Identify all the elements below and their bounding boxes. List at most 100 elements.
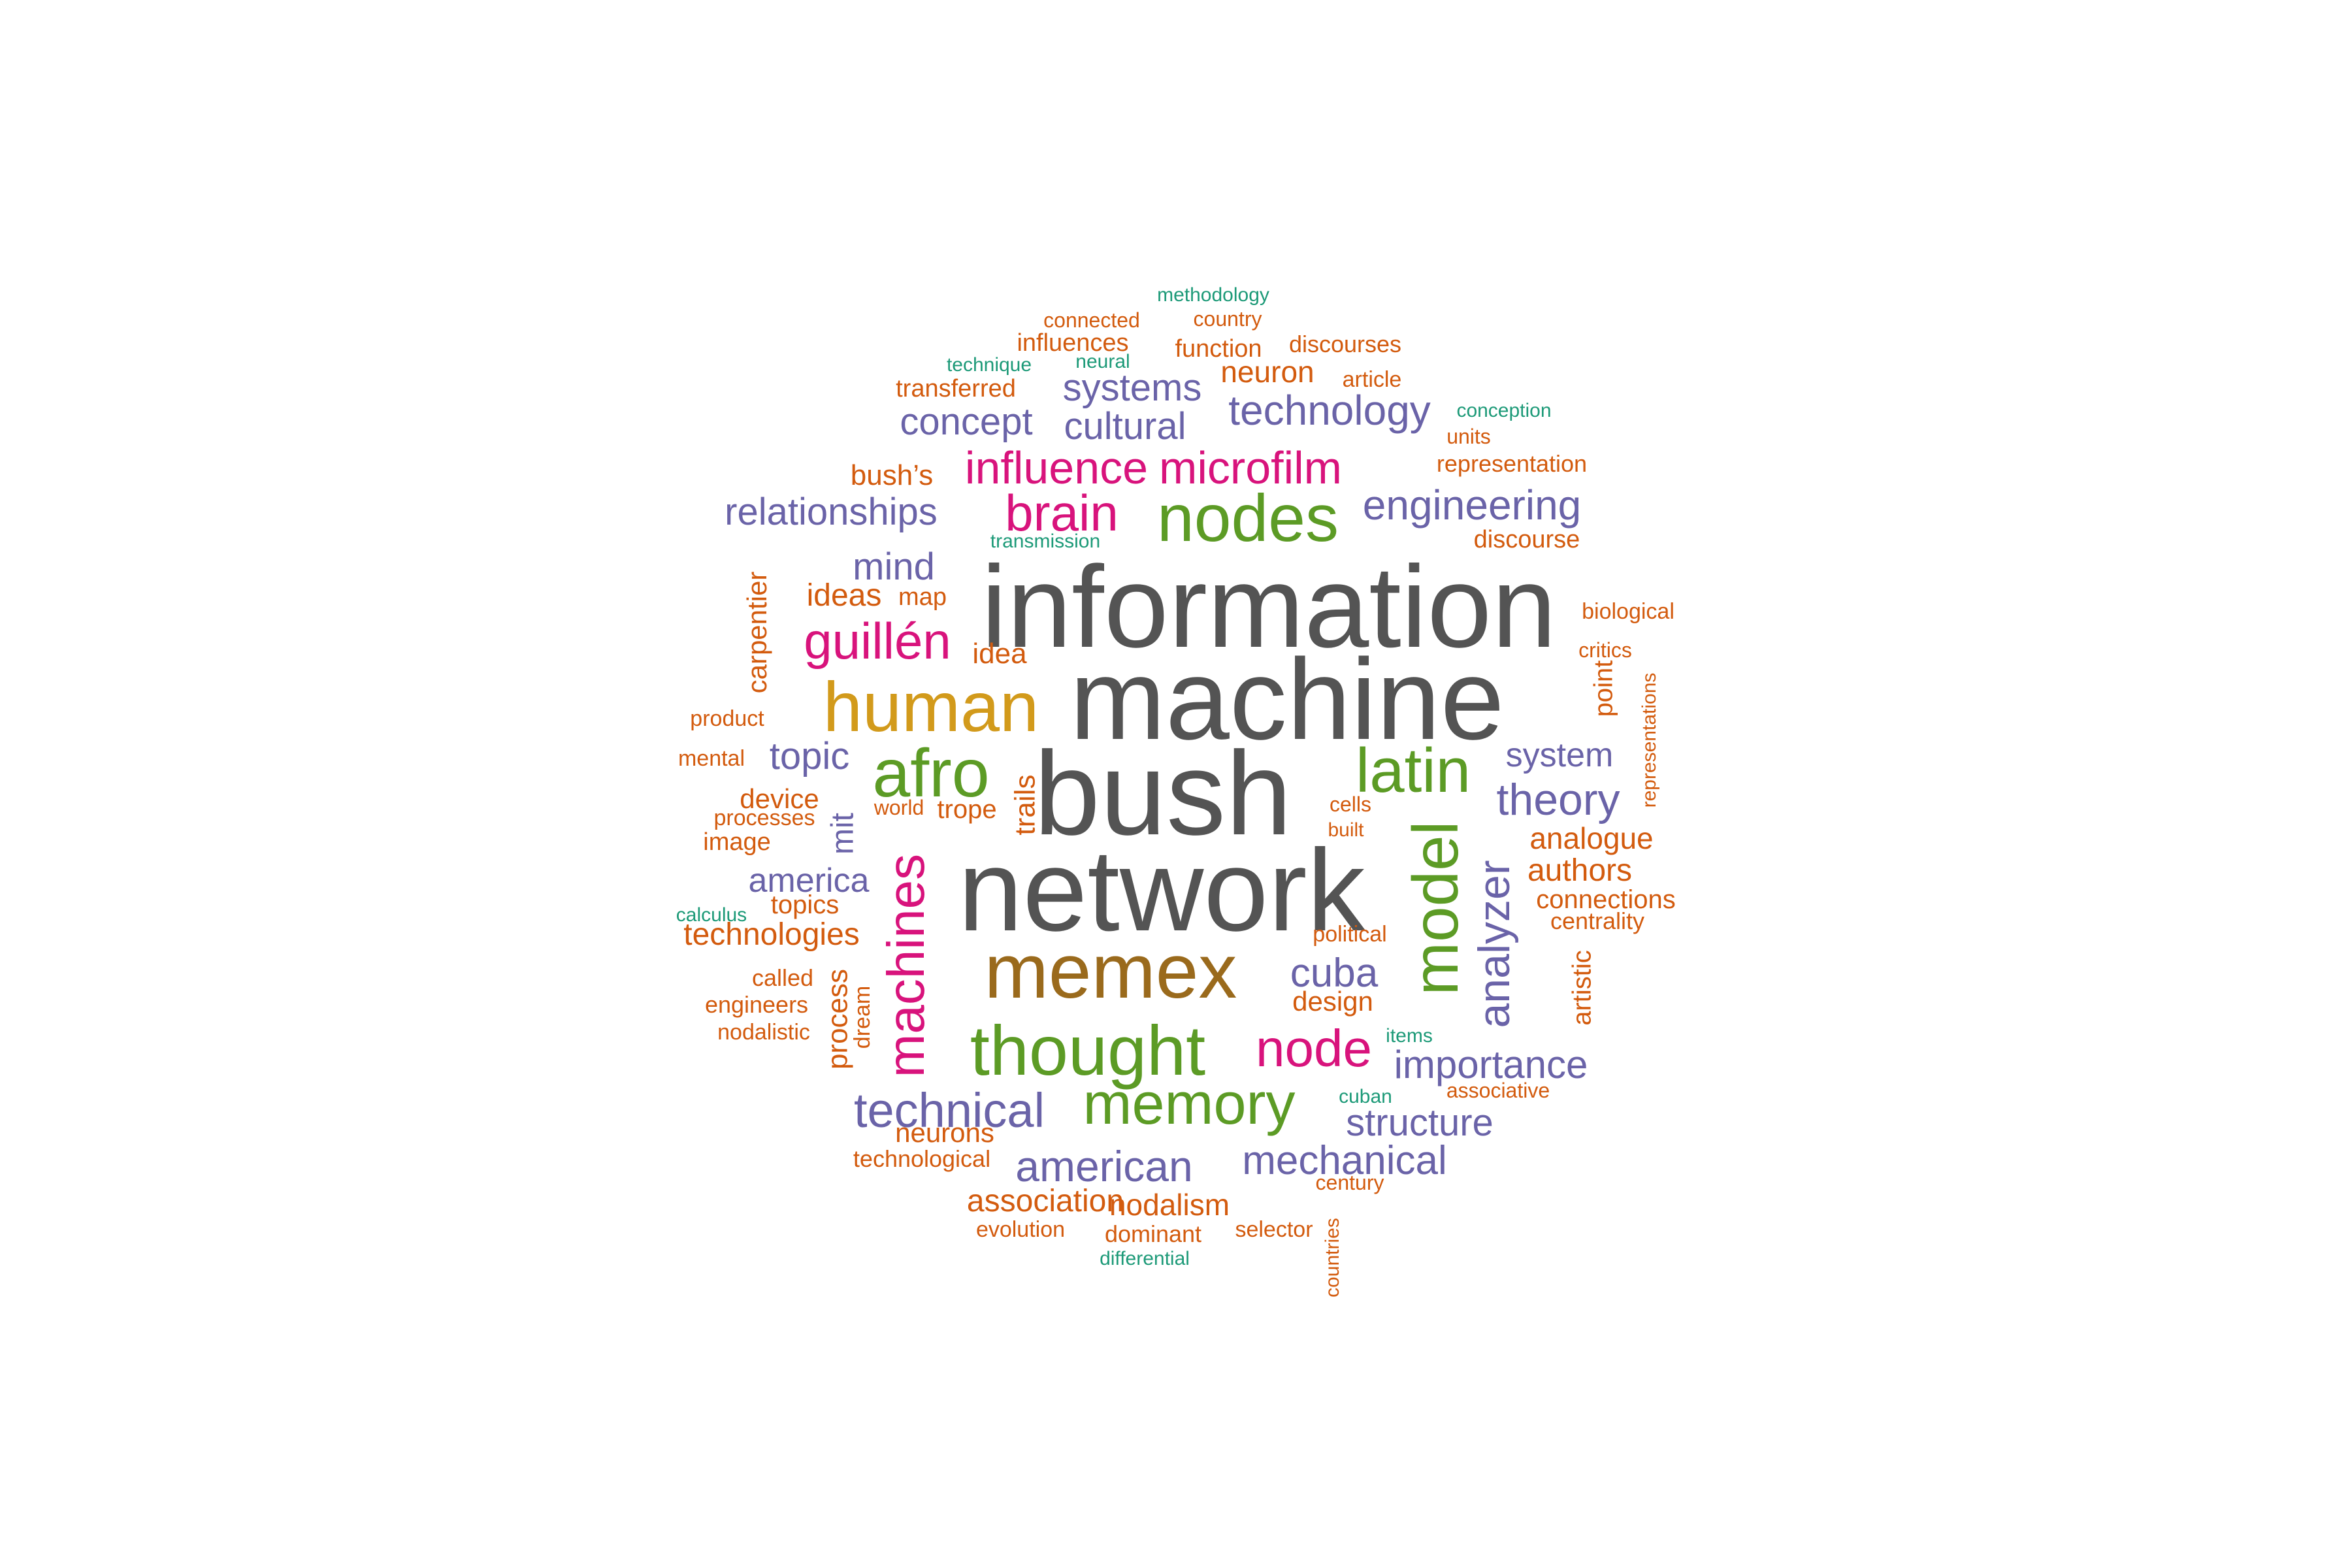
word-methodology: methodology	[1157, 284, 1269, 306]
word-nodes: nodes	[1157, 481, 1339, 555]
word-trope: trope	[937, 795, 996, 824]
word-machine: machine	[1070, 636, 1504, 764]
word-america: america	[749, 862, 870, 900]
word-discourses: discourses	[1289, 331, 1401, 357]
word-systems: systems	[1063, 367, 1202, 409]
word-association: association	[967, 1184, 1124, 1218]
word-cuban: cuban	[1339, 1086, 1392, 1107]
word-items: items	[1386, 1025, 1433, 1047]
word-influences: influences	[1017, 329, 1128, 357]
word-importance: importance	[1394, 1043, 1588, 1086]
word-mental: mental	[678, 746, 745, 771]
word-transmission: transmission	[990, 531, 1100, 552]
word-engineering: engineering	[1363, 482, 1582, 529]
word-system: system	[1506, 736, 1614, 774]
word-analyzer: analyzer	[1469, 860, 1519, 1028]
word-technique: technique	[947, 354, 1032, 376]
word-ideas: ideas	[807, 578, 882, 613]
word-dominant: dominant	[1105, 1220, 1201, 1247]
word-latin: latin	[1356, 736, 1471, 806]
word-technology: technology	[1228, 387, 1431, 434]
word-neural: neural	[1075, 351, 1130, 372]
word-bush: bush	[1034, 727, 1292, 860]
word-theory: theory	[1497, 775, 1620, 825]
word-concept: concept	[900, 400, 1032, 443]
word-units: units	[1446, 425, 1491, 448]
word-process: process	[822, 969, 854, 1070]
word-node: node	[1256, 1019, 1372, 1077]
word-cuba: cuba	[1290, 951, 1379, 996]
word-topic: topic	[770, 735, 850, 777]
word-device: device	[740, 783, 819, 814]
word-connected: connected	[1043, 308, 1140, 332]
word-calculus: calculus	[676, 904, 747, 926]
word-biological: biological	[1582, 599, 1674, 624]
word-guillen: guillén	[804, 612, 951, 670]
word-countries: countries	[1322, 1218, 1343, 1298]
word-mind: mind	[853, 546, 935, 588]
word-human: human	[823, 667, 1039, 746]
word-relationships: relationships	[725, 491, 938, 533]
word-nodalism: nodalism	[1109, 1188, 1230, 1222]
word-country: country	[1194, 307, 1262, 331]
word-cultural: cultural	[1064, 405, 1186, 448]
word-memory: memory	[1083, 1071, 1295, 1137]
word-century: century	[1316, 1171, 1384, 1194]
word-influence: influence	[965, 442, 1148, 493]
word-representation: representation	[1437, 450, 1587, 477]
word-neurons: neurons	[895, 1117, 994, 1148]
word-critics: critics	[1578, 638, 1632, 662]
word-memex: memex	[985, 928, 1237, 1015]
word-associative: associative	[1446, 1079, 1550, 1102]
word-authors: authors	[1527, 853, 1632, 888]
word-mechanical: mechanical	[1242, 1138, 1447, 1183]
word-thought: thought	[970, 1011, 1205, 1090]
word-model: model	[1399, 821, 1471, 996]
word-differential: differential	[1100, 1248, 1190, 1269]
word-discourse: discourse	[1474, 526, 1580, 553]
word-processes: processes	[714, 806, 815, 830]
word-microfilm: microfilm	[1159, 442, 1342, 493]
word-built: built	[1328, 819, 1364, 841]
word-dream: dream	[850, 986, 875, 1049]
word-function: function	[1175, 335, 1262, 363]
word-political: political	[1313, 922, 1386, 947]
word-structure: structure	[1346, 1102, 1494, 1144]
word-technologies: technologies	[683, 917, 860, 952]
word-american: american	[1015, 1142, 1192, 1190]
word-point: point	[1590, 661, 1618, 717]
word-selector: selector	[1235, 1217, 1313, 1242]
word-nodalistic: nodalistic	[717, 1020, 810, 1045]
word-technological: technological	[853, 1145, 990, 1172]
word-information: information	[981, 542, 1557, 672]
word-carpentier: carpentier	[742, 572, 772, 694]
word-cells: cells	[1330, 792, 1371, 816]
word-idea: idea	[972, 638, 1027, 670]
word-image: image	[703, 828, 771, 856]
word-bush-s: bush’s	[851, 459, 933, 491]
word-trails: trails	[1009, 775, 1041, 836]
word-centrality: centrality	[1550, 907, 1644, 934]
word-brain: brain	[1005, 484, 1118, 542]
word-representations: representations	[1639, 673, 1660, 808]
word-evolution: evolution	[976, 1217, 1065, 1242]
word-transferred: transferred	[896, 375, 1016, 402]
word-neuron: neuron	[1220, 355, 1314, 389]
word-topics: topics	[771, 890, 840, 919]
word-analogue: analogue	[1529, 821, 1653, 855]
word-machines: machines	[877, 854, 935, 1077]
word-mit: mit	[826, 813, 860, 855]
word-artistic: artistic	[1568, 950, 1597, 1026]
word-map: map	[898, 583, 947, 611]
word-afro: afro	[872, 736, 989, 811]
word-connections: connections	[1536, 885, 1675, 914]
word-engineers: engineers	[705, 991, 808, 1018]
word-design: design	[1292, 986, 1373, 1017]
word-network: network	[958, 825, 1365, 955]
word-conception: conception	[1456, 400, 1551, 421]
word-world: world	[874, 796, 924, 819]
word-technical: technical	[854, 1083, 1045, 1137]
word-product: product	[690, 706, 764, 731]
word-article: article	[1343, 367, 1402, 392]
